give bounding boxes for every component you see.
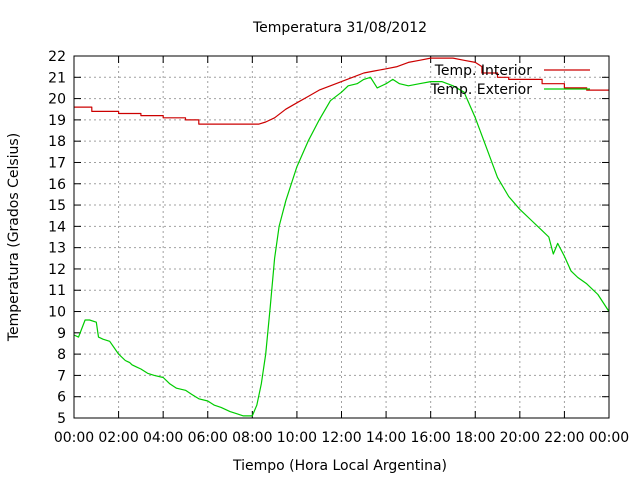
- y-tick-label: 19: [48, 113, 66, 129]
- x-tick-label: 14:00: [366, 430, 406, 446]
- series-line-1: [74, 57, 609, 125]
- y-tick-label: 8: [57, 347, 66, 363]
- y-tick-label: 7: [57, 368, 66, 384]
- x-tick-label: 20:00: [500, 430, 540, 446]
- y-tick-label: 10: [48, 305, 66, 321]
- y-tick-label: 13: [48, 241, 66, 257]
- x-tick-label: 18:00: [455, 430, 495, 446]
- series-lines: [73, 57, 610, 417]
- x-tick-label: 08:00: [232, 430, 272, 446]
- plot-frame: [73, 55, 610, 419]
- chart-title: Temperatura 31/08/2012: [252, 20, 427, 36]
- y-tick-label: 17: [48, 155, 66, 171]
- y-axis-label: Temperatura (Grados Celsius): [6, 133, 22, 342]
- series-line-2: [73, 76, 610, 417]
- y-tick-label: 18: [48, 134, 66, 150]
- legend-label: Temp. Exterior: [430, 82, 533, 98]
- x-tick-label: 06:00: [188, 430, 228, 446]
- x-tick-label: 02:00: [98, 430, 138, 446]
- y-tick-label: 21: [48, 70, 66, 86]
- y-tick-label: 9: [57, 326, 66, 342]
- x-tick-label: 00:00: [54, 430, 94, 446]
- x-axis-ticks: 00:00 02:00 04:00 06:00 08:00 10:00 12:00 14:00…: [54, 56, 629, 446]
- x-tick-label: 22:00: [544, 430, 584, 446]
- y-tick-label: 16: [48, 177, 66, 193]
- grid-lines: [74, 56, 609, 418]
- legend: Temp. Interior Temp. Exterior: [430, 63, 590, 98]
- y-tick-label: 20: [48, 92, 66, 108]
- x-tick-label: 00:00: [589, 430, 629, 446]
- x-tick-label: 16:00: [410, 430, 450, 446]
- y-tick-label: 11: [48, 283, 66, 299]
- x-tick-label: 04:00: [143, 430, 183, 446]
- y-tick-label: 22: [48, 49, 66, 65]
- y-tick-label: 6: [57, 390, 66, 406]
- y-tick-label: 12: [48, 262, 66, 278]
- x-tick-label: 12:00: [321, 430, 361, 446]
- y-tick-label: 5: [57, 411, 66, 427]
- y-tick-label: 15: [48, 198, 66, 214]
- y-tick-label: 14: [48, 219, 66, 235]
- y-axis-ticks: 5 6 7 8 9 10 11 12 13 14 15 16 17 18 19 20 21 22: [48, 49, 609, 427]
- x-axis-label: Tiempo (Hora Local Argentina): [232, 458, 447, 474]
- legend-label: Temp. Interior: [434, 63, 533, 79]
- x-tick-label: 10:00: [277, 430, 317, 446]
